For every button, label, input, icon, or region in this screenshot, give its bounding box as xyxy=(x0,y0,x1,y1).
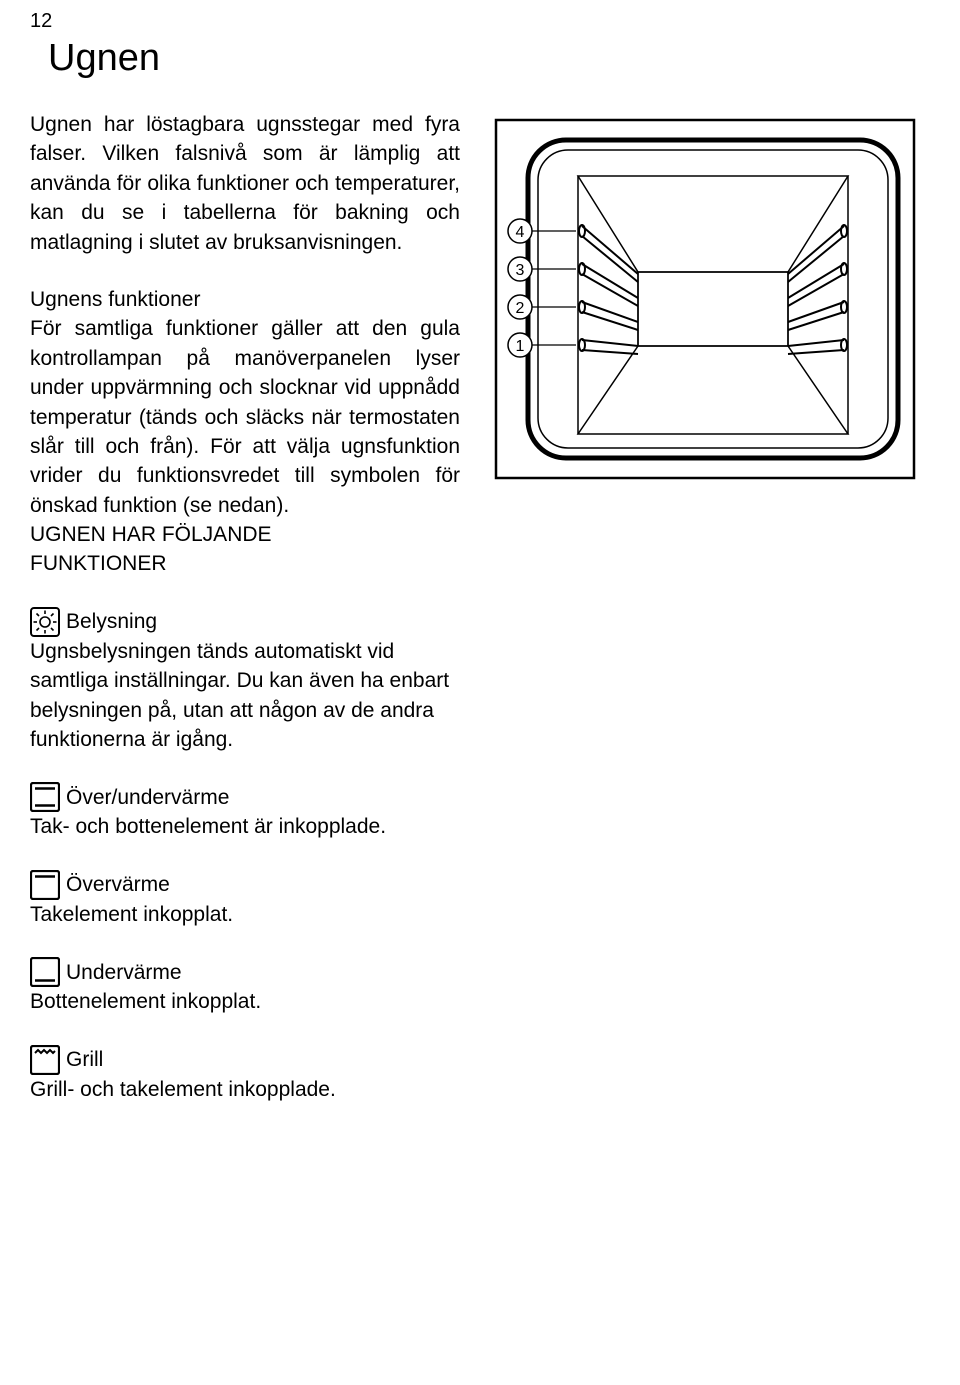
func-title: Belysning xyxy=(66,607,157,636)
func-body: Ugnsbelysningen tänds automatiskt vid sa… xyxy=(30,637,460,755)
bottom-heat-icon xyxy=(30,957,60,987)
right-column: 4 3 2 1 xyxy=(490,110,930,1104)
func-title: Undervärme xyxy=(66,958,182,987)
page-number: 12 xyxy=(30,10,930,33)
page-title: Ugnen xyxy=(48,37,930,80)
level-label-2: 2 xyxy=(516,300,525,317)
level-label-1: 1 xyxy=(516,338,525,355)
left-column: Ugnen har löstagbara ugnsstegar med fyra… xyxy=(30,110,460,1104)
level-label-3: 3 xyxy=(516,262,525,279)
level-label-4: 4 xyxy=(516,224,525,241)
func-body: Grill- och takelement inkopplade. xyxy=(30,1075,460,1104)
functions-caps-line2: FUNKTIONER xyxy=(30,549,460,578)
functions-section: Ugnens funktioner För samtliga funktione… xyxy=(30,285,460,579)
func-body: Takelement inkopplat. xyxy=(30,900,460,929)
func-grill: Grill Grill- och takelement inkopplade. xyxy=(30,1045,460,1104)
func-under: Undervärme Bottenelement inkopplat. xyxy=(30,957,460,1016)
intro-paragraph: Ugnen har löstagbara ugnsstegar med fyra… xyxy=(30,110,460,257)
func-title: Grill xyxy=(66,1045,103,1074)
func-title: Över/undervärme xyxy=(66,783,229,812)
grill-icon xyxy=(30,1045,60,1075)
func-body: Tak- och bottenelement är inkopplade. xyxy=(30,812,460,841)
functions-body: För samtliga funktioner gäller att den g… xyxy=(30,314,460,520)
functions-heading: Ugnens funktioner xyxy=(30,285,460,314)
func-over-under: Över/undervärme Tak- och bottenelement ä… xyxy=(30,782,460,841)
func-belysning: Belysning Ugnsbelysningen tänds automati… xyxy=(30,607,460,755)
oven-diagram: 4 3 2 1 xyxy=(490,114,920,484)
functions-caps-line1: UGNEN HAR FÖLJANDE xyxy=(30,520,460,549)
top-heat-icon xyxy=(30,870,60,900)
func-title: Övervärme xyxy=(66,870,170,899)
top-bottom-heat-icon xyxy=(30,782,60,812)
light-icon xyxy=(30,607,60,637)
content-row: Ugnen har löstagbara ugnsstegar med fyra… xyxy=(30,110,930,1104)
func-body: Bottenelement inkopplat. xyxy=(30,987,460,1016)
func-over: Övervärme Takelement inkopplat. xyxy=(30,870,460,929)
